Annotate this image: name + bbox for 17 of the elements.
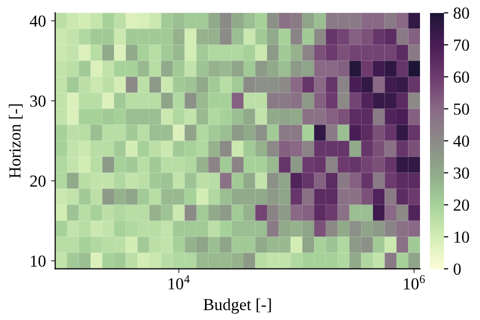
x-tick-label: 10$^{4}$	[168, 275, 190, 290]
y-tick-label: 20	[30, 176, 46, 187]
y-tick-label: 40	[30, 16, 46, 27]
color-bar-label: 20	[454, 200, 470, 211]
y-tick-label: 10	[30, 256, 46, 267]
color-bar-label: 30	[454, 168, 470, 179]
y-axis-title: Horizon [-]	[8, 104, 23, 178]
color-bar-label: 40	[453, 136, 470, 147]
color-bar-label: 60	[454, 72, 470, 83]
color-bar-label: 0	[454, 264, 461, 275]
x-axis-title: Budget [-]	[204, 298, 271, 314]
y-tick-label: 30	[30, 96, 46, 107]
color-bar-label: 70	[454, 40, 470, 51]
color-bar-label: 50	[454, 104, 470, 115]
color-bar-label: 10	[454, 232, 470, 243]
x-tick-label: 10$^{6}$	[404, 275, 425, 290]
color-bar-label: 80	[454, 8, 470, 19]
